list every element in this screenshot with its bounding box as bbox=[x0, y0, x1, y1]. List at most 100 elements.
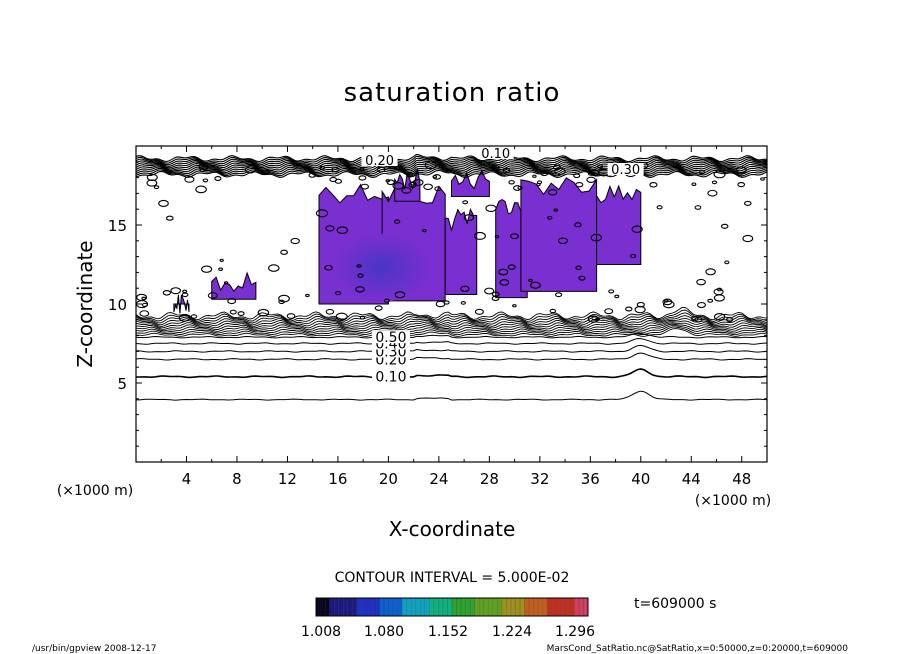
contour-speckle bbox=[587, 171, 595, 176]
contour-speckle bbox=[720, 223, 729, 229]
colorbar-swatch bbox=[547, 598, 552, 616]
contour-speckle bbox=[214, 176, 222, 181]
contour-line bbox=[136, 157, 767, 166]
colorbar-tick-label: 1.224 bbox=[492, 624, 532, 640]
colorbar-swatch bbox=[556, 598, 561, 616]
colorbar-swatch bbox=[456, 598, 462, 616]
colorbar-swatch bbox=[420, 598, 425, 616]
supersaturated-core bbox=[334, 233, 431, 302]
colorbar-tick-label: 1.296 bbox=[555, 624, 595, 640]
contour-speckle bbox=[359, 167, 365, 171]
colorbar-swatch bbox=[529, 598, 534, 616]
supersaturated-region bbox=[211, 271, 257, 300]
colorbar-swatch bbox=[365, 598, 371, 616]
contour-speckle bbox=[355, 286, 365, 293]
contour-label-bg bbox=[477, 147, 514, 159]
contour-speckle bbox=[290, 237, 300, 245]
colorbar-swatch bbox=[520, 598, 525, 616]
contour-line bbox=[136, 344, 767, 353]
colorbar-swatch bbox=[329, 598, 335, 616]
colorbar-swatch bbox=[352, 598, 357, 616]
colorbar-swatch bbox=[542, 598, 548, 616]
colorbar-swatch bbox=[447, 598, 452, 616]
contour-line bbox=[136, 169, 767, 179]
contour-speckle bbox=[315, 209, 329, 218]
y-axis-ticks: 5 10 15 bbox=[108, 161, 767, 447]
contour-speckle bbox=[184, 176, 195, 183]
contour-speckle bbox=[553, 208, 558, 212]
contour-speckle bbox=[195, 185, 207, 194]
colorbar-swatch bbox=[406, 598, 412, 616]
footer-right-text: MarsCond_SatRatio.nc@SatRatio,x=0:50000,… bbox=[547, 644, 849, 654]
contour-speckle bbox=[406, 172, 414, 178]
contour-speckle bbox=[508, 180, 515, 185]
contour-speckle bbox=[510, 233, 519, 240]
colorbar-swatch bbox=[578, 598, 584, 616]
x-tick-label: 12 bbox=[278, 470, 297, 488]
chart-title: saturation ratio bbox=[344, 78, 561, 108]
saturation-fill-regions bbox=[173, 168, 642, 314]
contour-speckle bbox=[181, 292, 189, 298]
contour-line bbox=[136, 164, 767, 174]
contour-line bbox=[136, 322, 767, 331]
contour-speckle bbox=[359, 315, 366, 320]
contour-speckle bbox=[268, 264, 280, 272]
contour-speckle bbox=[590, 233, 602, 242]
x-axis-ticks: 4 8 12 16 20 24 28 32 36 40 44 48 bbox=[160, 146, 751, 488]
colorbar-swatch bbox=[524, 598, 530, 616]
contour-speckle bbox=[555, 292, 563, 298]
contour-speckle bbox=[308, 172, 317, 178]
contour-speckle bbox=[182, 289, 188, 294]
colorbar-swatch bbox=[470, 598, 475, 616]
x-right-unit-label: (×1000 m) bbox=[695, 493, 771, 509]
contour-line bbox=[136, 326, 767, 336]
contour-line bbox=[136, 163, 767, 172]
contour-speckle bbox=[499, 279, 510, 286]
contour-speckle bbox=[360, 183, 370, 190]
contour-line bbox=[136, 323, 767, 332]
colorbar-swatch bbox=[551, 598, 557, 616]
contour-label-bg bbox=[361, 154, 398, 166]
contour-speckle bbox=[664, 299, 669, 303]
contour-line bbox=[136, 320, 767, 329]
contour-speckle bbox=[760, 177, 765, 181]
contour-speckle bbox=[484, 287, 495, 295]
colorbar-swatch bbox=[442, 598, 448, 616]
contour-speckle bbox=[305, 293, 310, 298]
colorbar-swatch bbox=[356, 598, 362, 616]
contour-speckle bbox=[335, 312, 348, 321]
contour-speckle bbox=[435, 300, 446, 308]
x-tick-label: 40 bbox=[631, 470, 650, 488]
contour-speckle bbox=[386, 179, 395, 186]
x-tick-label: 16 bbox=[328, 470, 347, 488]
contour-speckle bbox=[698, 170, 706, 175]
supersaturated-region bbox=[173, 294, 190, 314]
colorbar-swatch bbox=[384, 598, 389, 616]
contour-speckle bbox=[595, 317, 600, 322]
contour-speckle bbox=[392, 182, 404, 190]
contour-speckle bbox=[547, 189, 558, 196]
contour-speckle bbox=[513, 185, 522, 191]
colorbar-swatch bbox=[492, 598, 498, 616]
contour-speckle bbox=[358, 175, 367, 181]
colorbar-swatch bbox=[429, 598, 434, 616]
contour-speckle bbox=[530, 281, 541, 289]
colorbar-tick-labels: 1.008 1.080 1.152 1.224 1.296 bbox=[301, 624, 595, 640]
colorbar-swatch bbox=[433, 598, 439, 616]
contour-speckle bbox=[694, 205, 702, 210]
contour-speckle bbox=[590, 169, 600, 176]
colorbar-swatch bbox=[497, 598, 502, 616]
contour-speckle bbox=[146, 173, 158, 182]
contour-speckle bbox=[190, 314, 198, 319]
contour-speckle bbox=[713, 170, 726, 179]
contour-speckle bbox=[219, 258, 224, 262]
contour-speckle bbox=[401, 187, 412, 194]
contour-speckle bbox=[158, 199, 169, 207]
contour-speckle bbox=[707, 298, 714, 303]
contour-speckle bbox=[229, 309, 237, 315]
contour-speckle bbox=[383, 298, 390, 303]
contour-speckle bbox=[662, 298, 673, 306]
contour-line bbox=[136, 160, 767, 169]
colorbar-swatch bbox=[488, 598, 493, 616]
supersaturated-region bbox=[451, 169, 490, 198]
